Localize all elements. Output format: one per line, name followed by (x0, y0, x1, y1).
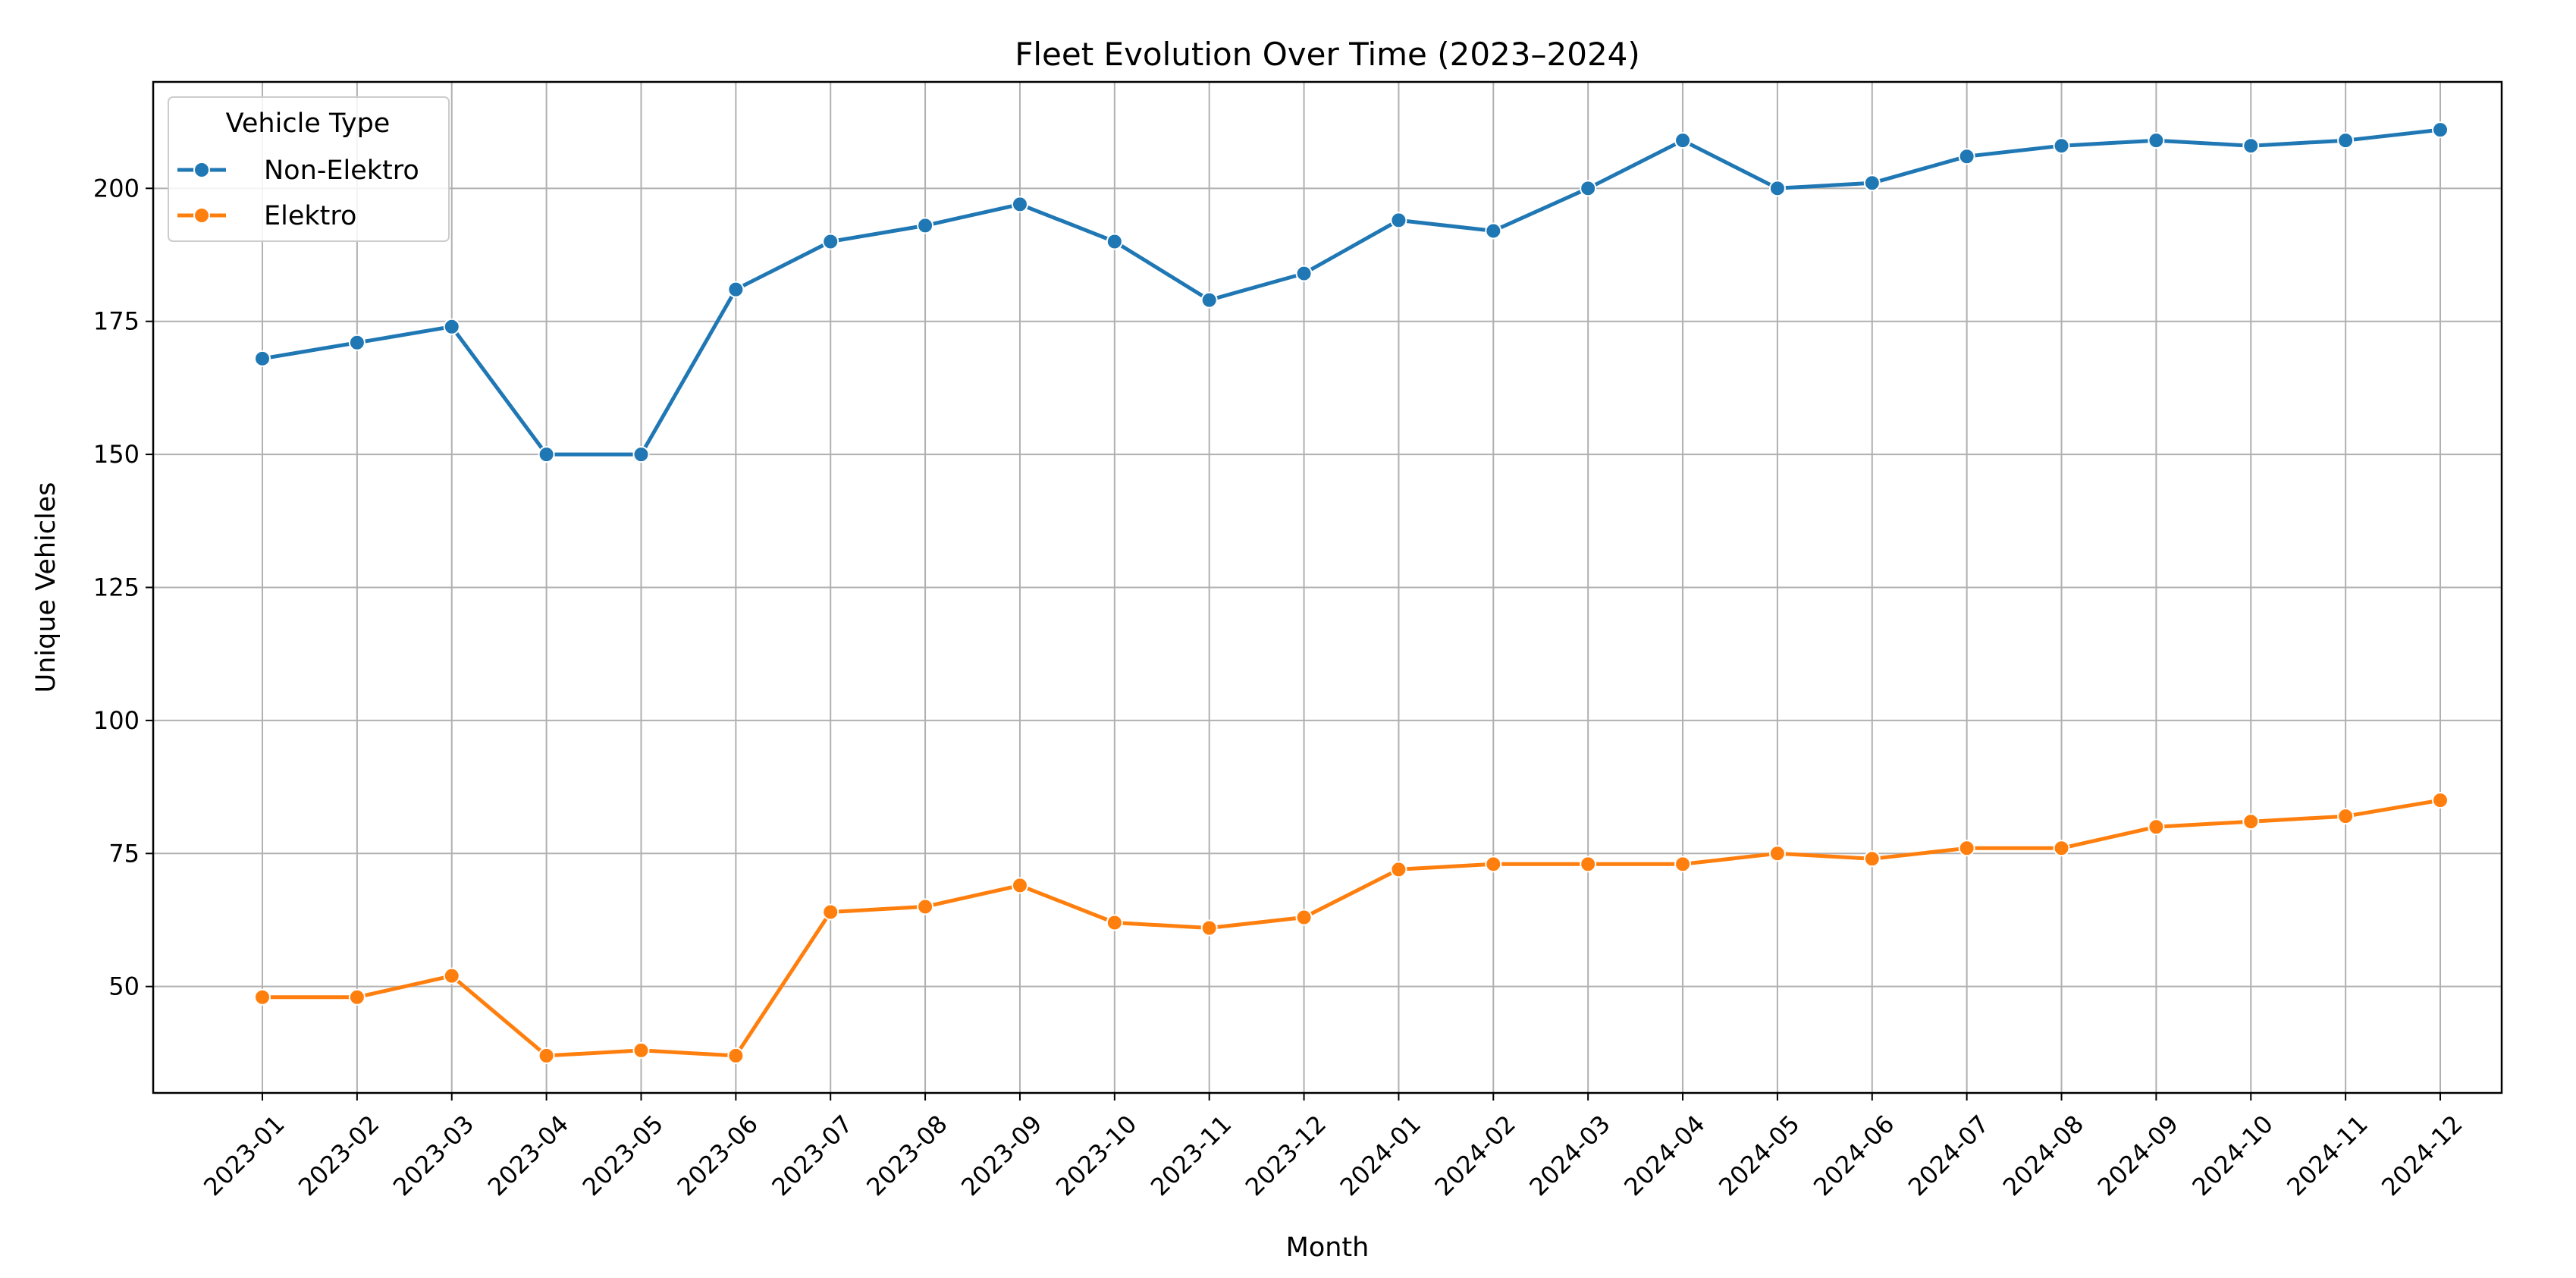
data-point (1863, 174, 1881, 192)
data-point (727, 281, 745, 298)
legend-label: Elektro (264, 201, 356, 231)
data-point (822, 233, 839, 250)
data-point (1958, 840, 1975, 857)
data-point (348, 988, 366, 1006)
data-point (632, 1041, 650, 1059)
data-point (2337, 808, 2355, 825)
data-point (822, 903, 839, 921)
data-point (1106, 914, 1123, 931)
series-layer (254, 121, 2449, 1064)
legend-marker (193, 162, 210, 178)
data-point (917, 898, 934, 915)
legend-title: Vehicle Type (226, 108, 391, 139)
y-axis-title: Unique Vehicles (31, 482, 61, 693)
data-point (538, 446, 555, 463)
data-point (1768, 180, 1786, 197)
data-point (2242, 137, 2260, 155)
data-point (1863, 850, 1881, 868)
chart-title: Fleet Evolution Over Time (2023–2024) (1015, 36, 1640, 73)
data-point (1295, 909, 1313, 926)
data-point (2148, 818, 2165, 836)
data-point (2148, 132, 2165, 149)
legend-marker (193, 207, 210, 224)
y-tick-label: 175 (93, 307, 140, 336)
data-point (1011, 877, 1028, 894)
legend-entry: Elektro (177, 201, 356, 231)
data-point (727, 1047, 745, 1064)
data-point (2053, 137, 2070, 155)
data-point (1958, 148, 1975, 165)
data-point (1485, 222, 1502, 240)
series-line (262, 798, 2441, 1058)
data-point (2432, 792, 2449, 809)
data-point (254, 988, 271, 1006)
data-point (632, 446, 650, 463)
data-point (1485, 856, 1502, 873)
data-point (2337, 132, 2355, 149)
data-point (348, 334, 366, 351)
x-axis-title: Month (1286, 1232, 1370, 1263)
data-point (443, 318, 460, 335)
legend: Vehicle Type Non-Elektro Elektro (168, 96, 450, 242)
data-point (1200, 291, 1218, 309)
data-point (1390, 212, 1407, 229)
legend-entry: Non-Elektro (177, 155, 419, 186)
y-tick-label: 75 (108, 839, 140, 868)
data-point (1200, 919, 1218, 937)
series-elektro (254, 792, 2449, 1064)
data-point (443, 967, 460, 984)
data-point (1295, 265, 1313, 282)
data-point (1674, 856, 1692, 873)
data-point (2242, 813, 2260, 831)
data-point (2053, 840, 2070, 857)
data-point (254, 350, 271, 367)
data-point (917, 217, 934, 234)
data-point (1106, 233, 1123, 250)
data-point (1580, 856, 1597, 873)
y-tick-label: 150 (93, 440, 140, 469)
data-point (1580, 180, 1597, 197)
data-point (2432, 121, 2449, 139)
legend-entries: Non-Elektro Elektro (177, 155, 419, 231)
y-tick-label: 125 (93, 573, 140, 602)
data-point (1390, 861, 1407, 878)
y-tick-label: 200 (93, 174, 140, 203)
legend-box (168, 96, 450, 242)
data-point (538, 1047, 555, 1064)
legend-label: Non-Elektro (264, 155, 419, 186)
data-point (1674, 132, 1692, 149)
y-tick-label: 100 (93, 706, 140, 735)
data-point (1011, 196, 1028, 213)
series-non-elektro (254, 121, 2449, 463)
data-point (1768, 845, 1786, 862)
series-line (262, 127, 2441, 457)
y-tick-label: 50 (108, 972, 140, 1001)
